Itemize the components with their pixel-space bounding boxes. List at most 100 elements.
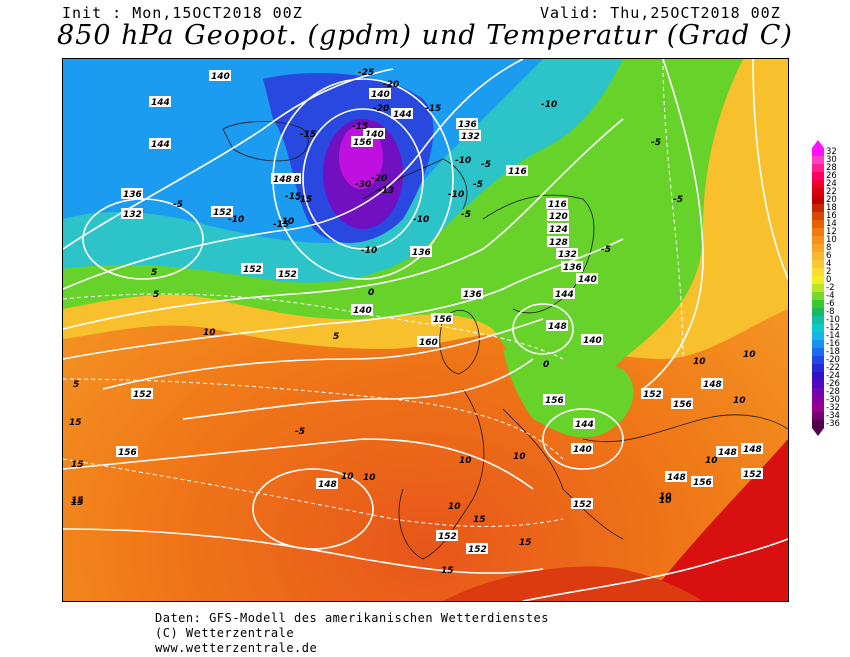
geopotential-label: 152 — [211, 206, 233, 218]
label-box — [121, 208, 143, 219]
credits: Daten: GFS-Modell des amerikanischen Wet… — [155, 611, 549, 656]
red-field-se — [623, 439, 788, 601]
label-text: -5 — [481, 160, 491, 170]
temperature-label: -10 — [541, 100, 557, 110]
label-text: -5 — [673, 195, 683, 205]
temperature-label: 10 — [693, 357, 706, 367]
label-text: 156 — [433, 315, 452, 325]
temperature-label: -15 — [296, 195, 312, 205]
scale-color-cell — [812, 292, 824, 300]
temperature-label: 5 — [333, 332, 339, 342]
scale-color-cell — [812, 252, 824, 260]
label-text: -5 — [461, 210, 471, 220]
label-box — [209, 70, 231, 81]
temperature-label: -5 — [461, 210, 471, 220]
temperature-label: -5 — [481, 160, 491, 170]
temperature-label: -5 — [673, 195, 683, 205]
label-text: 148 — [703, 380, 722, 390]
scale-label: 28 — [826, 163, 837, 173]
scale-label: -2 — [826, 283, 835, 293]
isohypse — [522, 538, 788, 601]
temperature-label: -5 — [651, 138, 661, 148]
scale-color-cell — [812, 324, 824, 332]
valid-time: Valid: Thu,25OCT2018 00Z — [540, 4, 781, 22]
scale-color-cell — [812, 332, 824, 340]
label-box — [506, 165, 528, 176]
scale-color-cell — [812, 388, 824, 396]
label-text: 148 — [667, 473, 686, 483]
isohypse — [63, 438, 534, 490]
scale-color-cell — [812, 308, 824, 316]
temperature-label: 15 — [519, 538, 532, 548]
label-text: -10 — [541, 100, 557, 110]
label-text: 10 — [705, 456, 718, 466]
geopotential-label: 136 — [121, 188, 143, 200]
temperature-label: 10 — [203, 328, 216, 338]
label-text: -30 — [355, 180, 371, 190]
label-text: 15 — [71, 496, 84, 506]
scale-color-cell — [812, 188, 824, 196]
isohypse — [252, 468, 374, 550]
temperature-label: -10 — [361, 246, 377, 256]
label-box — [665, 471, 687, 482]
temperature-color-scale — [812, 148, 824, 428]
label-box — [363, 128, 385, 139]
geopotential-label: 156 — [543, 394, 565, 406]
label-text: 136 — [463, 290, 482, 300]
temperature-label: 15 — [71, 460, 84, 470]
scale-label: 18 — [826, 203, 837, 213]
temperature-label: -15 — [300, 130, 316, 140]
scale-label: 14 — [826, 219, 837, 229]
geopotential-label: 132 — [121, 208, 143, 220]
label-box — [701, 378, 723, 389]
label-box — [546, 198, 568, 209]
scale-color-cell — [812, 404, 824, 412]
temperature-label: -20 — [371, 174, 387, 184]
chart-title: 850 hPa Geopot. (gpdm) und Temperatur (G… — [57, 20, 793, 51]
isotherms — [63, 59, 684, 527]
label-text: 0 — [543, 360, 549, 370]
scale-color-cell — [812, 348, 824, 356]
label-text: 148 — [318, 480, 337, 490]
scale-label: 22 — [826, 187, 837, 197]
geopotential-label: 152 — [131, 388, 153, 400]
scale-label: 16 — [826, 211, 837, 221]
label-box — [211, 206, 233, 217]
geopotential-label: 152 — [641, 388, 663, 400]
scale-label: -32 — [826, 403, 840, 413]
scale-color-cell — [812, 420, 824, 428]
uk-coast — [439, 309, 480, 375]
label-box — [241, 263, 263, 274]
label-text: -5 — [651, 138, 661, 148]
geopotential-label: 156 — [691, 476, 713, 488]
scale-label: -22 — [826, 363, 840, 373]
label-text: 140 — [573, 445, 592, 455]
scale-color-cell — [812, 180, 824, 188]
isohypse — [63, 118, 624, 330]
label-text: 148 — [743, 445, 762, 455]
geopotential-label: 140 — [351, 304, 373, 316]
temperature-label: -25 — [358, 68, 374, 78]
label-text: 10 — [363, 473, 376, 483]
temperature-label: 0 — [368, 288, 374, 298]
label-box — [716, 446, 738, 457]
scale-label: -16 — [826, 339, 840, 349]
label-box — [351, 304, 373, 315]
label-box — [276, 268, 298, 279]
label-box — [571, 443, 593, 454]
temperature-label: 15 — [441, 566, 454, 576]
label-text: -15 — [296, 195, 312, 205]
temperature-label: 15 — [71, 498, 84, 508]
label-text: 10 — [659, 496, 672, 506]
temperature-label: 10 — [743, 350, 756, 360]
temperature-label: -15 — [352, 122, 368, 132]
scale-color-cell — [812, 236, 824, 244]
label-box — [369, 88, 391, 99]
label-text: 140 — [211, 72, 230, 82]
scale-color-cell — [812, 316, 824, 324]
isohypse — [512, 303, 574, 355]
temperature-label: -15 — [273, 220, 289, 230]
scale-label: -28 — [826, 387, 840, 397]
label-text: -5 — [473, 180, 483, 190]
scale-label: -4 — [826, 291, 835, 301]
